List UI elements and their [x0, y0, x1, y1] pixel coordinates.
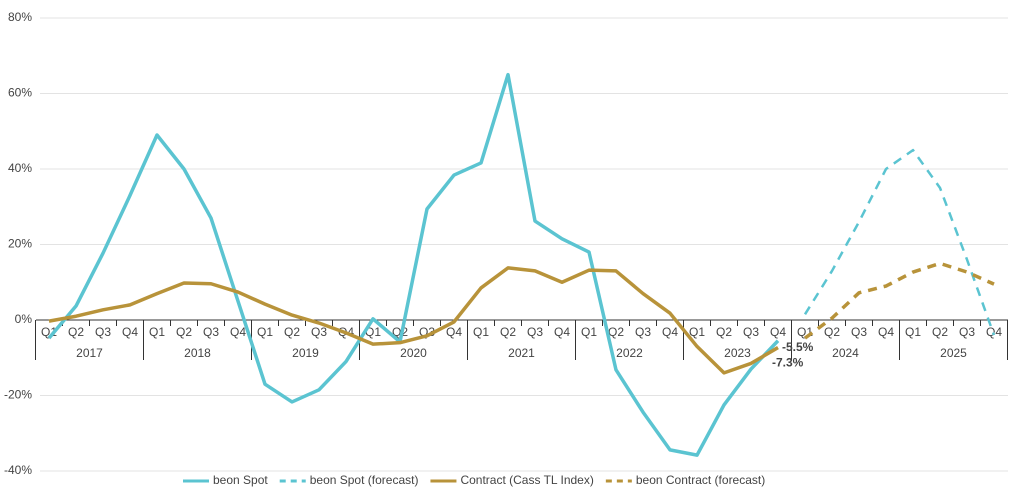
series-line [803, 261, 995, 340]
x-tick-label: Q1 [473, 325, 489, 339]
x-tick-label: Q4 [446, 325, 462, 339]
x-tick-label: Q3 [311, 325, 327, 339]
y-tick-label: -40% [4, 463, 32, 477]
y-tick-label: 60% [8, 86, 32, 100]
x-tick-label: Q3 [203, 325, 219, 339]
group-label: 2024 [832, 346, 859, 360]
y-tick-label: 40% [8, 161, 32, 175]
x-tick-label: Q1 [257, 325, 273, 339]
group-label: 2021 [508, 346, 535, 360]
group-label: 2023 [724, 346, 751, 360]
x-tick-label: Q2 [716, 325, 732, 339]
x-tick-label: Q3 [743, 325, 759, 339]
x-tick-label: Q3 [635, 325, 651, 339]
group-label: 2018 [184, 346, 211, 360]
group-label: 2017 [76, 346, 103, 360]
x-tick-label: Q1 [581, 325, 597, 339]
x-tick-label: Q2 [932, 325, 948, 339]
group-label: 2025 [940, 346, 967, 360]
x-tick-label: Q3 [959, 325, 975, 339]
x-tick-label: Q4 [554, 325, 570, 339]
x-tick-label: Q4 [770, 325, 786, 339]
x-tick-label: Q2 [68, 325, 84, 339]
x-tick-label: Q4 [230, 325, 246, 339]
legend-label: beon Spot (forecast) [310, 473, 419, 487]
group-label: 2020 [400, 346, 427, 360]
series-line [48, 266, 779, 375]
x-tick-label: Q2 [284, 325, 300, 339]
x-tick-label: Q1 [365, 325, 381, 339]
x-tick-label: Q1 [149, 325, 165, 339]
x-tick-label: Q1 [905, 325, 921, 339]
x-tick-label: Q2 [824, 325, 840, 339]
data-label: -5.5% [782, 340, 814, 354]
y-tick-label: 0% [15, 312, 33, 326]
x-tick-label: Q4 [662, 325, 678, 339]
y-tick-label: 20% [8, 237, 32, 251]
legend-label: beon Contract (forecast) [636, 473, 765, 487]
x-tick-label: Q2 [608, 325, 624, 339]
group-label: 2019 [292, 346, 319, 360]
legend-label: beon Spot [213, 473, 268, 487]
data-label: -7.3% [772, 356, 804, 370]
x-tick-label: Q2 [176, 325, 192, 339]
series-line [47, 72, 780, 457]
x-tick-label: Q3 [851, 325, 867, 339]
y-tick-label: -20% [4, 388, 32, 402]
x-tick-label: Q3 [527, 325, 543, 339]
group-label: 2022 [616, 346, 643, 360]
x-tick-label: Q4 [878, 325, 894, 339]
x-tick-label: Q2 [500, 325, 516, 339]
x-tick-label: Q4 [986, 325, 1002, 339]
series-line [803, 148, 996, 336]
x-tick-label: Q4 [122, 325, 138, 339]
legend-label: Contract (Cass TL Index) [460, 473, 593, 487]
y-tick-label: 80% [8, 10, 32, 24]
x-tick-label: Q3 [95, 325, 111, 339]
x-tick-label: Q1 [689, 325, 705, 339]
